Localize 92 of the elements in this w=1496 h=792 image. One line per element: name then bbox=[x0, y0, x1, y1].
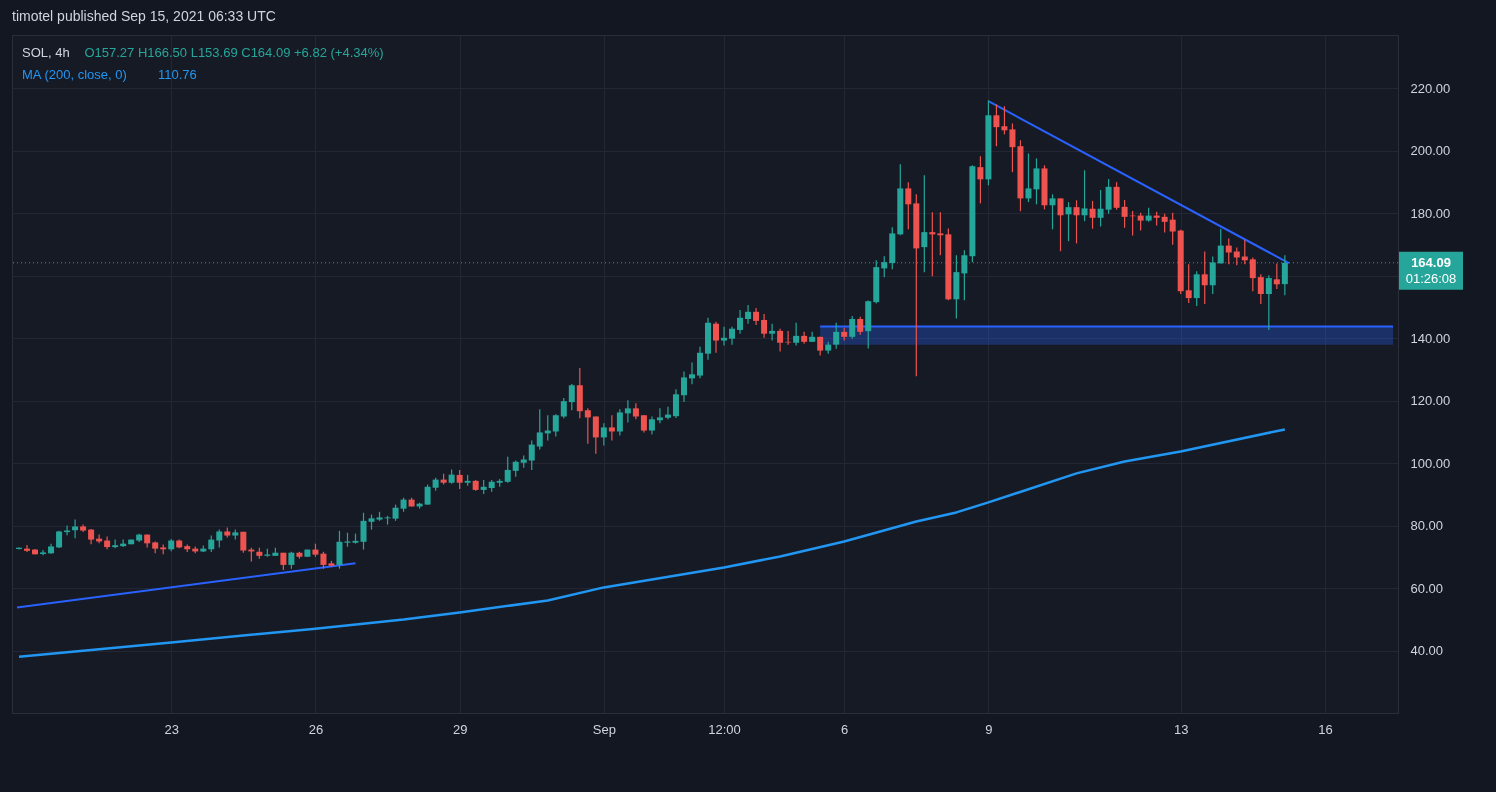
candlestick bbox=[1113, 181, 1120, 211]
candlestick bbox=[713, 321, 720, 354]
candlestick bbox=[616, 408, 623, 437]
x-tick-label: 12:00 bbox=[708, 721, 741, 737]
candlestick bbox=[40, 549, 47, 556]
candlestick bbox=[672, 388, 679, 419]
candlestick bbox=[696, 346, 703, 379]
y-tick-label: 180.00 bbox=[1410, 205, 1451, 221]
text: O157.27 H166.50 L153.69 C164.09 +6.82 (+4.34%) bbox=[84, 45, 384, 60]
candlestick bbox=[336, 530, 343, 570]
candlestick bbox=[608, 414, 615, 442]
candlestick bbox=[1057, 197, 1064, 252]
candlestick bbox=[793, 322, 800, 347]
candlestick bbox=[568, 383, 575, 411]
y-tick-label: 40.00 bbox=[1410, 643, 1444, 659]
candlestick bbox=[552, 413, 559, 438]
candlestick bbox=[72, 519, 79, 539]
text: MA (200, close, 0) bbox=[22, 67, 127, 82]
candlestick bbox=[993, 103, 1000, 147]
annotation: 110.76 bbox=[158, 67, 197, 82]
candlestick bbox=[937, 211, 944, 256]
candlestick bbox=[656, 407, 663, 424]
candlestick bbox=[769, 323, 776, 342]
candlestick bbox=[536, 408, 543, 451]
candlestick bbox=[1249, 256, 1256, 292]
candlestick bbox=[1097, 189, 1104, 228]
candlestick bbox=[721, 326, 728, 347]
candlestick bbox=[1089, 200, 1096, 230]
candlestick bbox=[112, 538, 119, 549]
ref-line-label: 164.09 bbox=[1411, 254, 1451, 270]
candlestick bbox=[584, 407, 591, 445]
candlestick bbox=[648, 415, 655, 436]
candlestick bbox=[777, 328, 784, 353]
candlestick bbox=[1009, 122, 1016, 173]
candlestick bbox=[360, 512, 367, 551]
y-tick-label: 100.00 bbox=[1410, 455, 1451, 471]
candlestick bbox=[680, 370, 687, 403]
candlestick bbox=[1265, 274, 1272, 331]
candlestick bbox=[504, 456, 511, 484]
candlestick bbox=[560, 397, 567, 419]
x-tick-label: 29 bbox=[452, 721, 468, 737]
candlestick bbox=[1201, 250, 1208, 305]
y-tick-label: 120.00 bbox=[1410, 393, 1451, 409]
y-tick-label: 80.00 bbox=[1410, 518, 1444, 534]
x-tick-label: 9 bbox=[985, 721, 993, 737]
candlestick bbox=[745, 304, 752, 325]
candlestick bbox=[1065, 201, 1072, 242]
candlestick bbox=[1257, 273, 1264, 305]
x-tick-label: 13 bbox=[1173, 721, 1189, 737]
candlestick bbox=[737, 309, 744, 335]
y-tick-label: 140.00 bbox=[1410, 330, 1451, 346]
x-tick-label: Sep bbox=[592, 721, 616, 737]
candlestick bbox=[1169, 212, 1176, 246]
candlestick bbox=[528, 439, 535, 471]
candlestick bbox=[1073, 199, 1080, 244]
candlestick bbox=[1049, 193, 1056, 230]
candlestick bbox=[929, 211, 936, 277]
text: 01:26:08 bbox=[1405, 270, 1457, 286]
candlestick bbox=[1081, 169, 1088, 222]
candlestick bbox=[24, 544, 31, 553]
candlestick bbox=[1033, 157, 1040, 205]
candlestick bbox=[1001, 105, 1008, 135]
y-tick-label: 220.00 bbox=[1410, 80, 1451, 96]
candlestick bbox=[592, 415, 599, 455]
candlestick bbox=[977, 155, 984, 205]
candlestick bbox=[688, 361, 695, 385]
text: timotel published Sep 15, 2021 06:33 UTC bbox=[12, 8, 276, 24]
x-tick-label: 23 bbox=[164, 721, 179, 737]
candlestick bbox=[104, 535, 111, 550]
candlestick bbox=[1185, 263, 1192, 304]
x-tick-label: 26 bbox=[308, 721, 324, 737]
candlestick bbox=[424, 484, 431, 506]
line-series bbox=[17, 428, 1287, 659]
y-tick-label: 200.00 bbox=[1410, 143, 1451, 159]
candlestick bbox=[1105, 178, 1112, 215]
candlestick bbox=[833, 322, 840, 350]
text: SOL, 4h bbox=[22, 45, 70, 60]
y-tick-label: 60.00 bbox=[1410, 580, 1444, 596]
candlestick bbox=[1161, 213, 1168, 234]
x-tick-label: 6 bbox=[841, 721, 849, 737]
candlestick bbox=[1273, 262, 1280, 290]
x-tick-label: 16 bbox=[1318, 721, 1333, 737]
candlestick bbox=[761, 313, 768, 339]
candlestick bbox=[664, 406, 671, 420]
candlestick bbox=[600, 422, 607, 447]
candlestick bbox=[624, 399, 631, 424]
candlestick bbox=[1025, 152, 1032, 203]
candlestick bbox=[456, 469, 463, 490]
candlestick bbox=[849, 315, 856, 340]
candlestick bbox=[1193, 270, 1200, 307]
candlestick bbox=[1121, 199, 1128, 229]
candlestick bbox=[905, 181, 912, 230]
